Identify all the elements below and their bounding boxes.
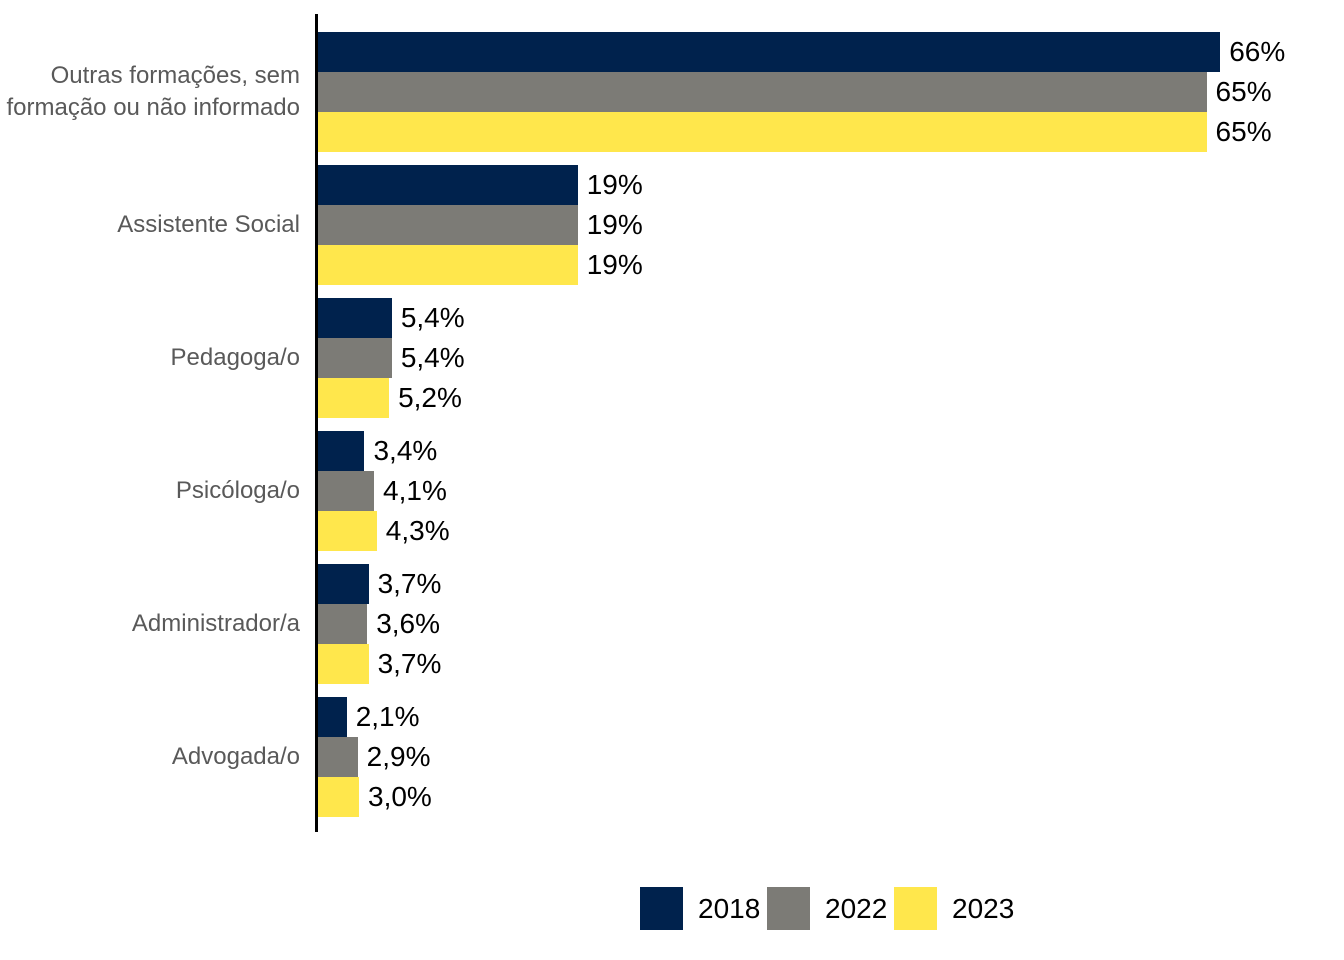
- bar-2018: [318, 298, 392, 338]
- value-label-2018: 3,7%: [377, 568, 442, 599]
- bar-2023: [318, 378, 390, 418]
- legend-item-2022: 2022: [767, 886, 887, 930]
- value-label-2018: 5,4%: [400, 302, 465, 333]
- bar-2018: [318, 564, 369, 604]
- value-label-2023: 3,7%: [377, 648, 442, 679]
- value-label-2018: 19%: [586, 169, 643, 200]
- category-label: Assistente Social: [117, 211, 300, 238]
- value-label-2018: 66%: [1229, 36, 1286, 67]
- bar-2022: [318, 205, 578, 245]
- category-label: Pedagoga/o: [170, 344, 300, 371]
- value-label-2022: 4,1%: [383, 475, 447, 506]
- category-label: Administrador/a: [131, 610, 300, 637]
- bar-2018: [318, 165, 578, 205]
- value-label-2022: 5,4%: [400, 342, 465, 373]
- legend-swatch-2022: [767, 886, 810, 930]
- legend-item-2023: 2023: [894, 886, 1014, 930]
- bar-2023: [318, 245, 578, 285]
- legend-label-2023: 2023: [952, 892, 1015, 924]
- bar-2022: [318, 338, 392, 378]
- legend-swatch-2018: [640, 886, 683, 930]
- value-label-2022: 65%: [1215, 76, 1272, 107]
- legend-swatch-2023: [894, 886, 937, 930]
- bar-2018: [318, 697, 347, 737]
- value-label-2023: 65%: [1215, 116, 1272, 147]
- value-label-2022: 2,9%: [366, 741, 431, 772]
- bar-2022: [318, 72, 1207, 112]
- category-label: Psicóloga/o: [175, 477, 300, 504]
- value-label-2018: 3,4%: [373, 435, 438, 466]
- bar-2023: [318, 112, 1207, 152]
- category-label: Outras formações, sem formação ou não in…: [6, 62, 300, 121]
- legend-label-2022: 2022: [825, 892, 888, 924]
- value-label-2018: 2,1%: [355, 701, 420, 732]
- category-label: Advogada/o: [171, 743, 300, 770]
- bar-2018: [318, 32, 1221, 72]
- y-axis-line: [315, 14, 318, 832]
- bar-2022: [318, 471, 375, 511]
- legend-label-2018: 2018: [698, 892, 761, 924]
- value-label-2023: 3,0%: [368, 781, 432, 812]
- bar-2023: [318, 511, 377, 551]
- bar-2023: [318, 644, 369, 684]
- value-label-2022: 3,6%: [376, 608, 441, 639]
- bar-2022: [318, 737, 358, 777]
- legend-item-2018: 2018: [640, 886, 760, 930]
- value-label-2023: 5,2%: [398, 382, 462, 413]
- chart-legend: 2018 2022 2023: [0, 886, 1344, 930]
- value-label-2022: 19%: [586, 209, 643, 240]
- bar-2023: [318, 777, 359, 817]
- value-label-2023: 4,3%: [385, 515, 450, 546]
- value-label-2023: 19%: [586, 249, 643, 280]
- bar-2022: [318, 604, 368, 644]
- bar-2018: [318, 431, 365, 471]
